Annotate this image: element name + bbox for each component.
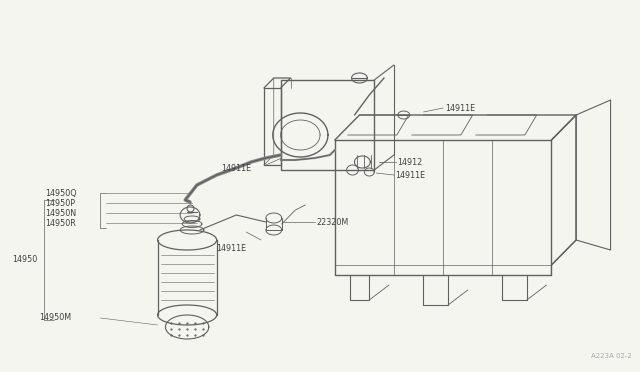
Text: 14950R: 14950R bbox=[45, 218, 76, 228]
Text: 14911E: 14911E bbox=[216, 244, 246, 253]
Text: 14911E: 14911E bbox=[445, 103, 476, 112]
Text: 14911E: 14911E bbox=[221, 164, 252, 173]
Text: 14950Q: 14950Q bbox=[45, 189, 77, 198]
Text: 14950P: 14950P bbox=[45, 199, 76, 208]
Text: 14950N: 14950N bbox=[45, 208, 76, 218]
Text: 14950M: 14950M bbox=[40, 314, 72, 323]
Text: 14911E: 14911E bbox=[395, 170, 425, 180]
Text: A223A 02-2: A223A 02-2 bbox=[591, 353, 632, 359]
Text: 14912: 14912 bbox=[397, 157, 422, 167]
Text: 14950: 14950 bbox=[12, 256, 37, 264]
Text: 22320M: 22320M bbox=[316, 218, 348, 227]
